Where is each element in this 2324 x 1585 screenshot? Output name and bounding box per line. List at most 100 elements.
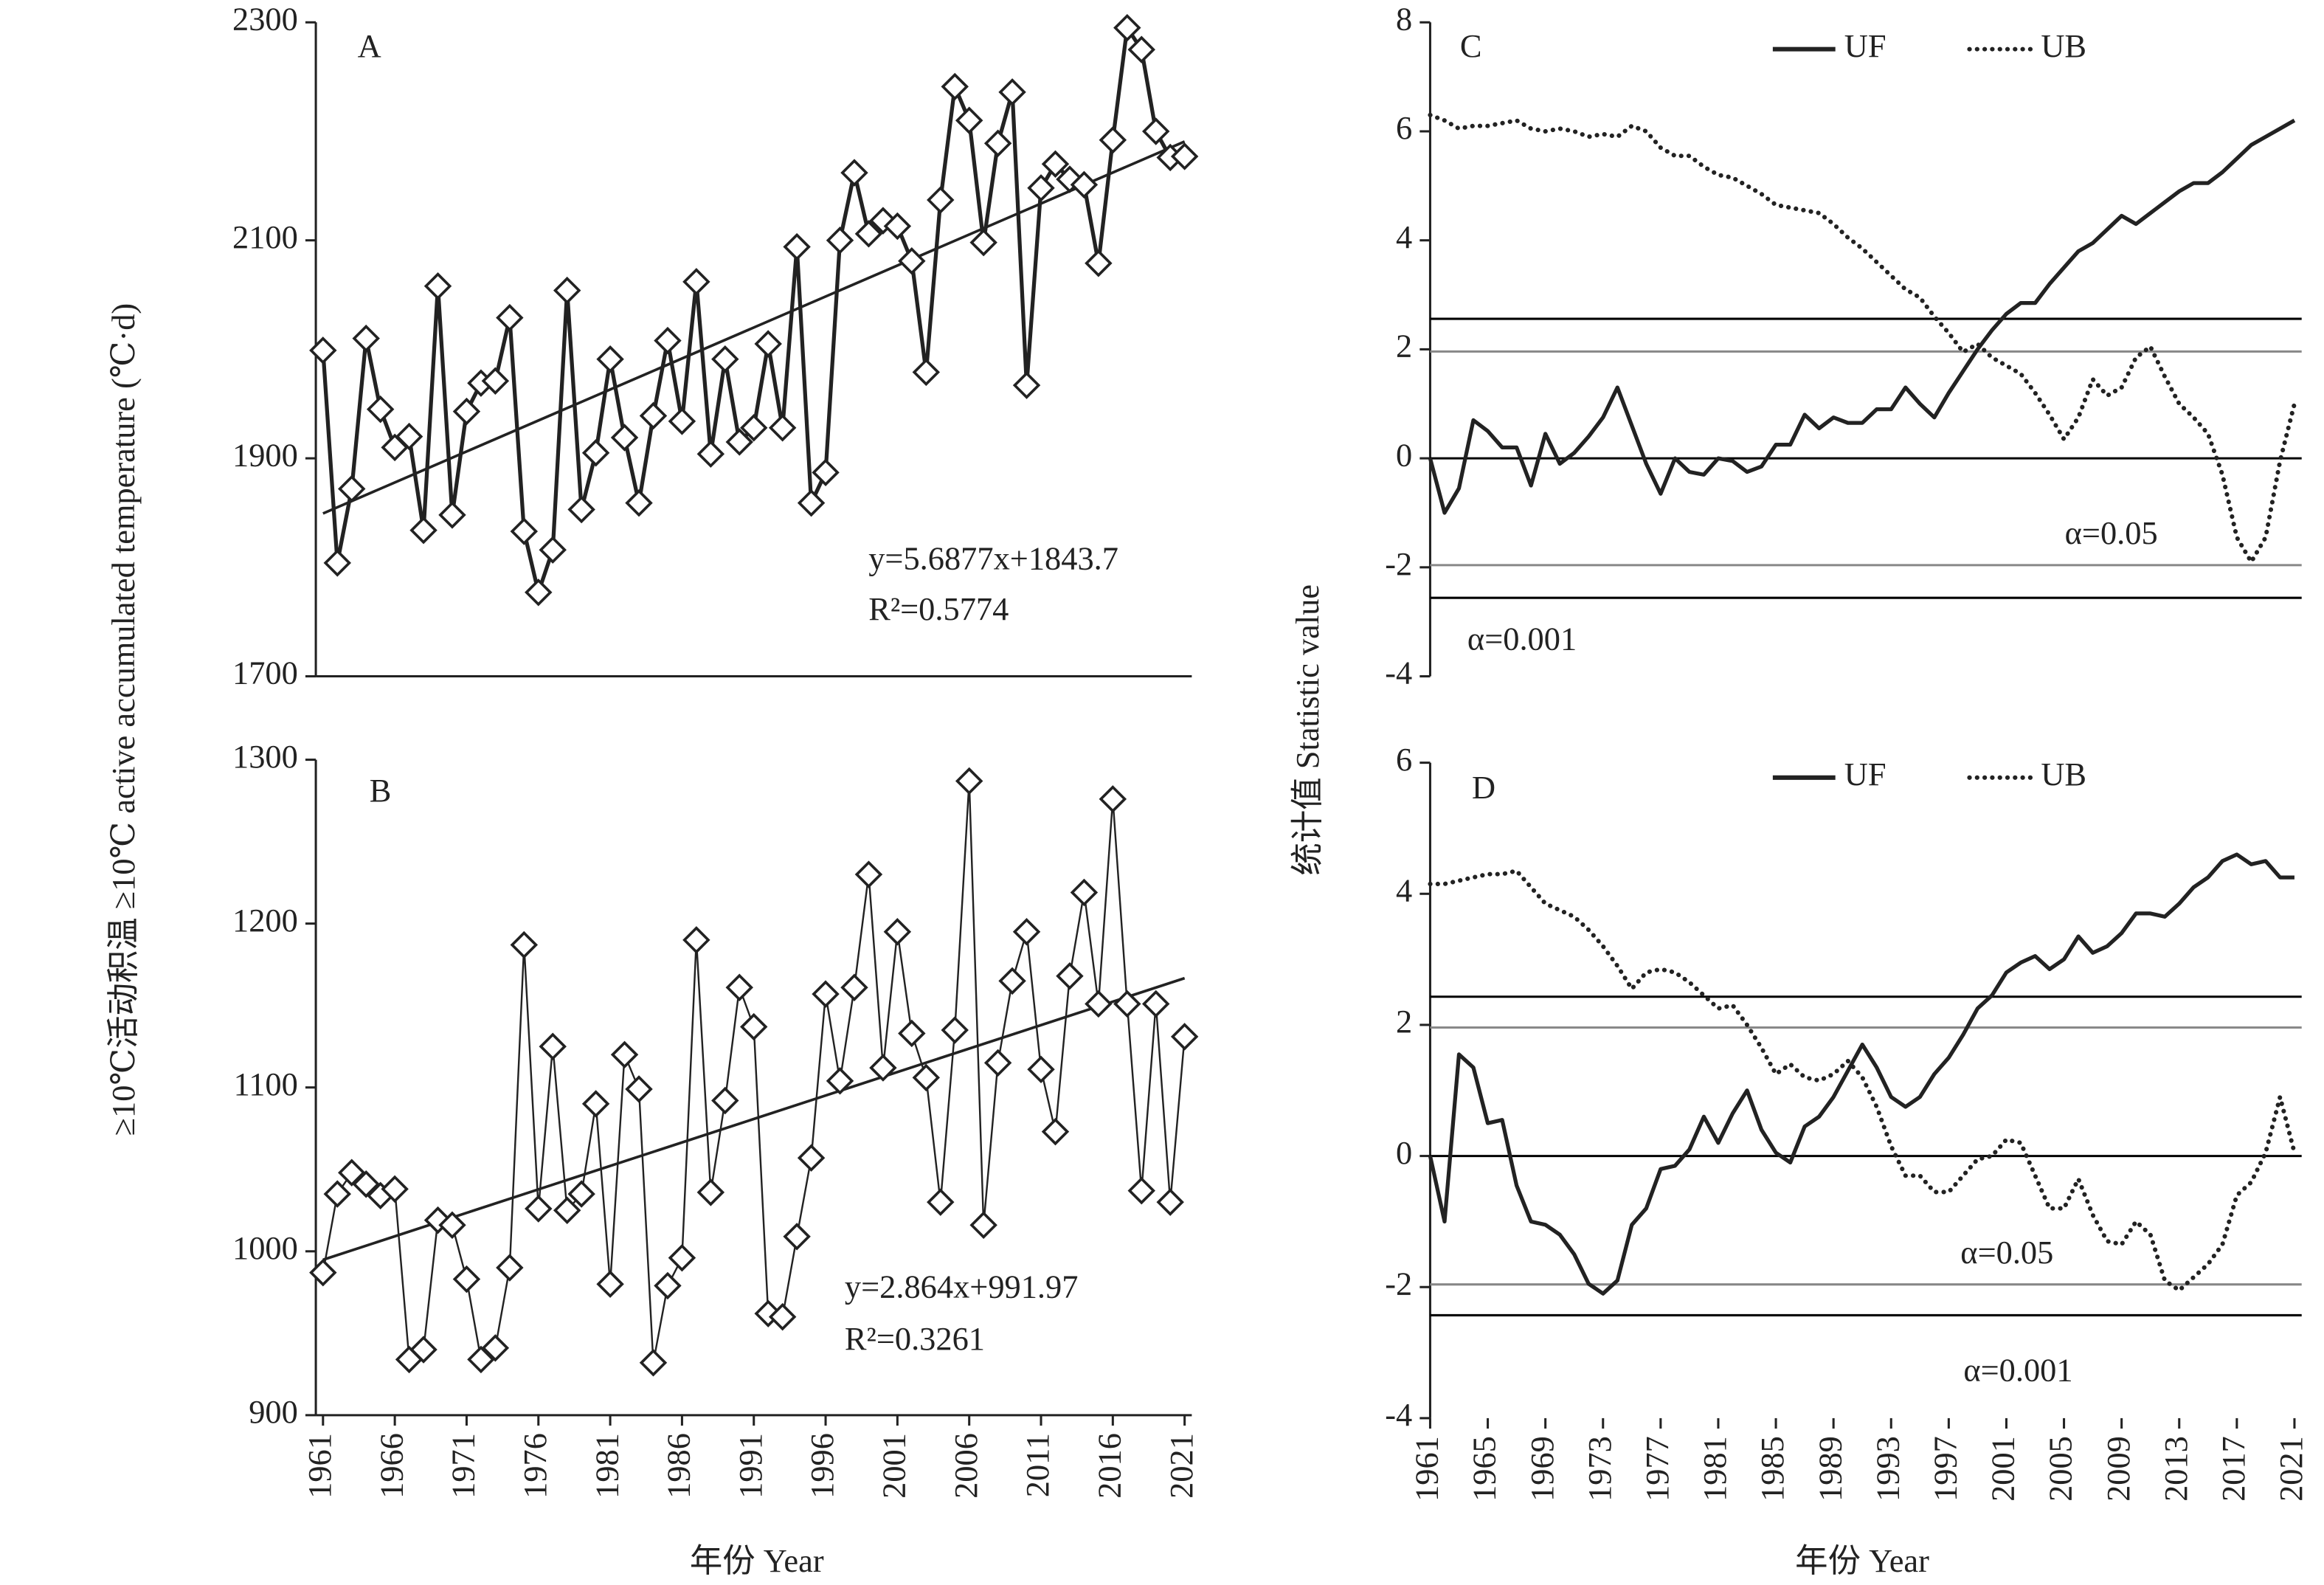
series-line bbox=[1428, 852, 2294, 1296]
annotation: α=0.05 bbox=[2065, 514, 2158, 551]
data-point bbox=[467, 1345, 495, 1374]
data-point bbox=[309, 336, 337, 365]
y-tick-label: 1000 bbox=[232, 1229, 298, 1266]
data-point bbox=[409, 1336, 438, 1364]
data-point bbox=[1070, 170, 1099, 199]
x-tick-label: 2021 bbox=[2272, 1436, 2309, 1502]
data-point bbox=[381, 1175, 409, 1204]
annotation: y=2.864x+991.97 bbox=[845, 1268, 1079, 1305]
data-point bbox=[998, 78, 1026, 106]
data-point bbox=[754, 330, 782, 358]
y-tick-label: 6 bbox=[1396, 109, 1412, 146]
data-point bbox=[711, 1086, 739, 1115]
data-point bbox=[654, 1271, 682, 1300]
data-point bbox=[1012, 371, 1041, 399]
annotation: α=0.05 bbox=[1960, 1234, 2053, 1271]
x-tick-label: 1989 bbox=[1811, 1436, 1848, 1502]
data-point bbox=[883, 918, 912, 946]
data-point bbox=[812, 980, 840, 1008]
data-point bbox=[941, 72, 969, 101]
x-tick-label: 1976 bbox=[516, 1433, 553, 1499]
data-point bbox=[1099, 126, 1127, 154]
data-point bbox=[983, 129, 1012, 157]
data-point bbox=[1156, 1188, 1184, 1216]
data-point bbox=[596, 345, 624, 373]
data-point bbox=[352, 1170, 380, 1198]
data-point bbox=[812, 458, 840, 487]
x-tick-label: 2006 bbox=[947, 1433, 984, 1499]
data-point bbox=[323, 1180, 351, 1208]
data-point bbox=[625, 1075, 653, 1103]
y-tick-label: -4 bbox=[1385, 1396, 1412, 1433]
y-tick-label: 1100 bbox=[234, 1066, 298, 1102]
data-point bbox=[969, 1211, 997, 1239]
data-point bbox=[898, 247, 926, 275]
y-tick-label: -4 bbox=[1385, 655, 1412, 691]
data-point bbox=[496, 303, 524, 332]
data-point bbox=[1170, 1023, 1199, 1051]
x-tick-label: 1965 bbox=[1466, 1436, 1503, 1502]
data-point bbox=[525, 579, 553, 607]
data-point bbox=[955, 106, 983, 134]
y-tick-label: -2 bbox=[1385, 1265, 1412, 1302]
x-tick-label: 2011 bbox=[1019, 1433, 1056, 1497]
x-tick-label: 1997 bbox=[1927, 1436, 1964, 1502]
y-tick-label: 0 bbox=[1396, 1134, 1412, 1171]
data-point bbox=[1085, 249, 1113, 277]
annotation: α=0.001 bbox=[1467, 620, 1577, 657]
x-tick-label: 1969 bbox=[1524, 1436, 1560, 1502]
data-point bbox=[826, 1067, 854, 1095]
x-tick-label: 1973 bbox=[1581, 1436, 1618, 1502]
y-tick-label: 2 bbox=[1396, 1003, 1412, 1040]
data-point bbox=[696, 1178, 725, 1206]
data-point bbox=[725, 973, 753, 1001]
data-point bbox=[740, 1012, 768, 1041]
annotation: y=5.6877x+1843.7 bbox=[868, 539, 1118, 576]
data-point bbox=[510, 517, 539, 545]
data-point bbox=[1085, 990, 1113, 1018]
data-point bbox=[740, 414, 768, 442]
x-tick-label: 1996 bbox=[803, 1433, 840, 1499]
data-point bbox=[725, 428, 753, 456]
series-line bbox=[1428, 118, 2296, 515]
x-tick-label: 1971 bbox=[445, 1433, 482, 1499]
data-point bbox=[625, 488, 653, 517]
data-point bbox=[639, 401, 668, 430]
data-point bbox=[510, 930, 539, 959]
data-point bbox=[366, 395, 395, 424]
data-point bbox=[696, 440, 725, 468]
data-point bbox=[797, 488, 826, 517]
x-tick-label: 1993 bbox=[1869, 1436, 1906, 1502]
data-point bbox=[826, 226, 854, 255]
x-tick-label: 2001 bbox=[876, 1433, 913, 1499]
y-axis-label: 统计值 Statistic value bbox=[1289, 584, 1326, 876]
data-point bbox=[797, 1144, 826, 1172]
data-point bbox=[682, 268, 710, 296]
legend-label: UF bbox=[1844, 27, 1886, 64]
data-point bbox=[581, 439, 610, 467]
x-axis-label: 年份 Year bbox=[690, 1542, 824, 1579]
x-tick-label: 1981 bbox=[1696, 1436, 1733, 1502]
y-axis-label: ≥10℃活动积温 ≥10℃ active accumulated tempera… bbox=[105, 303, 142, 1136]
legend-label: UB bbox=[2041, 756, 2086, 792]
data-point bbox=[883, 212, 912, 241]
data-point bbox=[927, 186, 955, 214]
data-point bbox=[654, 326, 682, 355]
data-point bbox=[395, 422, 423, 451]
data-point bbox=[553, 276, 581, 305]
data-point bbox=[711, 345, 739, 373]
data-point bbox=[409, 516, 438, 545]
legend-label: UB bbox=[2041, 27, 2086, 64]
x-tick-label: 2013 bbox=[2157, 1436, 2194, 1502]
trend-line bbox=[322, 140, 1186, 515]
x-tick-label: 1986 bbox=[660, 1433, 697, 1499]
y-tick-label: -2 bbox=[1385, 545, 1412, 582]
data-point bbox=[1027, 1055, 1055, 1084]
data-point bbox=[323, 549, 351, 577]
panel-label: D bbox=[1472, 769, 1495, 806]
x-tick-label: 2021 bbox=[1163, 1433, 1200, 1499]
x-tick-label: 2005 bbox=[2042, 1436, 2079, 1502]
